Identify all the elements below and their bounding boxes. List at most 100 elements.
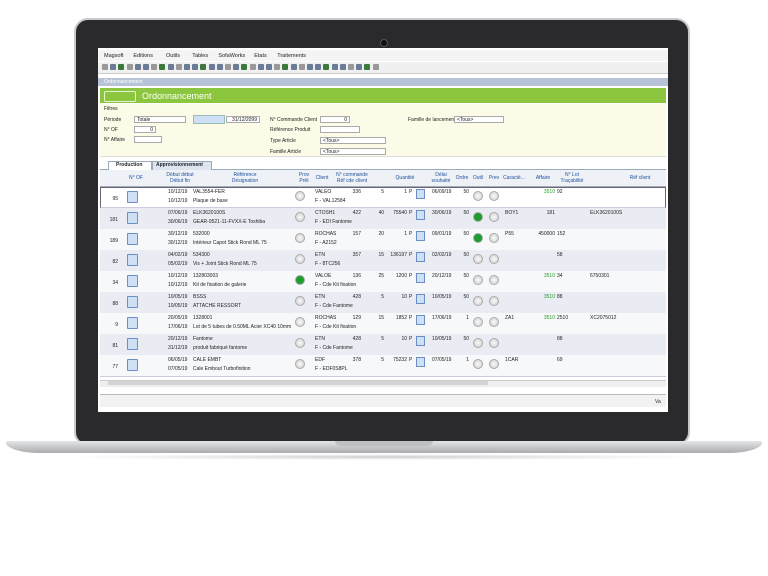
toolbar-button[interactable] [134,64,141,70]
toolbar-button[interactable] [249,64,256,70]
toolbar-button[interactable] [282,64,289,70]
toolbar-button[interactable] [290,64,297,70]
row-icon[interactable] [127,296,138,308]
toolbar-button[interactable] [216,64,223,70]
toolbar-button[interactable] [167,64,174,70]
date-input[interactable] [193,115,225,124]
toolbar-button[interactable] [315,64,322,70]
menu-item[interactable]: Editions [133,53,153,59]
column-header[interactable]: N° OF [129,175,143,181]
filter-select[interactable] [320,148,386,155]
toolbar-button[interactable] [298,64,305,70]
row-icon[interactable] [416,231,425,241]
column-header[interactable]: Quantité [395,175,415,181]
toolbar-button[interactable] [372,64,379,70]
row-icon[interactable] [416,189,425,199]
table-row[interactable] [100,187,666,208]
row-icon[interactable] [416,273,425,283]
filter-select[interactable] [134,116,186,123]
row-icon[interactable] [127,212,138,224]
column-header[interactable]: N° Lot [565,172,579,178]
row-icon[interactable] [127,233,138,245]
column-header[interactable]: Ordre [455,175,469,181]
tab[interactable] [152,161,212,170]
toolbar-button[interactable] [200,64,207,70]
menu-item[interactable]: Outils [166,53,181,59]
toolbar-button[interactable] [110,64,117,70]
toolbar-button[interactable] [356,64,363,70]
toolbar-button[interactable] [241,64,248,70]
row-icon[interactable] [127,254,138,266]
row-icon[interactable] [416,336,425,346]
filter-input[interactable] [320,126,360,133]
row-icon[interactable] [416,252,425,262]
column-header[interactable]: Désignation [231,178,259,184]
menu-item[interactable]: Tables [192,53,209,59]
column-header[interactable]: Caracté... [503,175,525,181]
menu-bar [98,50,668,61]
toolbar-button[interactable] [233,64,240,70]
scroll-thumb[interactable] [108,381,488,385]
menu-item[interactable]: Etats [254,53,267,59]
column-header[interactable]: Affaire [535,175,551,181]
toolbar-button[interactable] [364,64,371,70]
toolbar-button[interactable] [274,64,281,70]
toolbar-button[interactable] [184,64,190,70]
cell-delai: 10/05/19 [432,294,452,300]
toolbar-button[interactable] [266,64,272,70]
column-header[interactable]: Outil [472,175,484,181]
toolbar-button[interactable] [143,64,149,70]
toolbar-button[interactable] [126,64,133,70]
toolbar-button[interactable] [339,64,346,70]
column-header[interactable]: souhaité [431,178,451,184]
toolbar-button[interactable] [307,64,313,70]
column-header[interactable]: Prêt [299,178,309,184]
toolbar-button[interactable] [323,64,330,70]
row-icon[interactable] [416,210,425,220]
column-header[interactable]: N° commande [336,172,368,178]
tab-label[interactable]: Approvisionnement [156,162,203,168]
toolbar-button[interactable] [208,64,215,70]
column-header[interactable]: Délai [435,172,447,178]
filter-select[interactable] [454,116,504,123]
column-header[interactable]: Réf cde client [336,178,368,184]
filter-input[interactable] [226,116,260,123]
tab-active[interactable] [108,161,152,170]
column-header[interactable]: Traçabilité [560,178,584,184]
filter-input[interactable] [134,126,156,133]
toolbar-button[interactable] [159,64,166,70]
filter-select[interactable] [320,137,386,144]
filter-input[interactable] [134,136,162,143]
row-icon[interactable] [127,317,138,329]
row-icon[interactable] [416,357,425,367]
row-icon[interactable] [416,294,425,304]
row-icon[interactable] [416,315,425,325]
toolbar-button[interactable] [175,64,182,70]
filter-input[interactable] [320,116,350,123]
row-icon[interactable] [127,338,138,350]
column-header[interactable]: Début fin [169,178,191,184]
row-icon[interactable] [127,275,138,287]
toolbar-button[interactable] [257,64,264,70]
column-header[interactable]: Référence [233,172,257,178]
column-header[interactable]: Prov [298,172,310,178]
row-icon[interactable] [127,359,138,371]
column-header[interactable]: Début début [166,172,194,178]
menu-item[interactable]: Traitements [277,53,307,59]
toolbar-button[interactable] [192,64,199,70]
window-title: Ordonnancement [104,79,143,85]
tab-label[interactable]: Production [116,162,143,168]
menu-item[interactable]: Magsoft [104,53,124,59]
column-header[interactable]: Client [315,175,329,181]
toolbar-button[interactable] [225,64,231,70]
table-row[interactable] [100,355,666,377]
menu-item[interactable]: SofaWorks [218,53,246,59]
toolbar-button[interactable] [331,64,338,70]
column-header[interactable]: Réf client [629,175,651,181]
toolbar-button[interactable] [151,64,158,70]
toolbar-button[interactable] [118,64,125,70]
toolbar-button[interactable] [348,64,354,70]
toolbar-button[interactable] [102,64,108,70]
column-header[interactable]: Prev [488,175,500,181]
row-icon[interactable] [127,191,138,203]
